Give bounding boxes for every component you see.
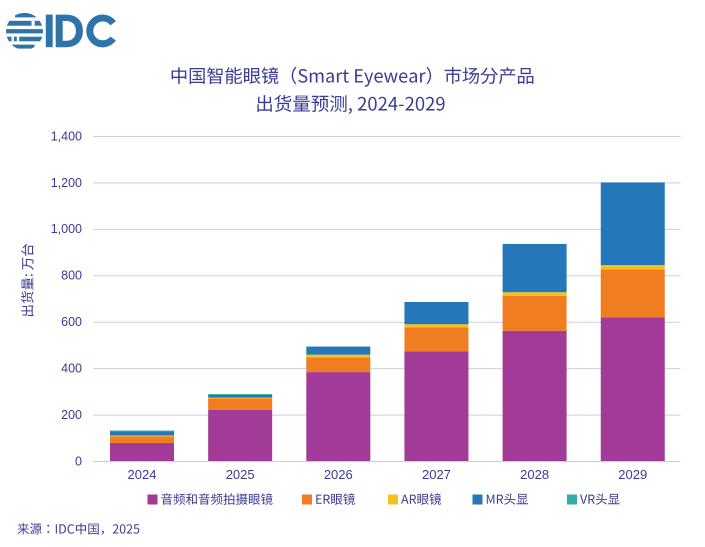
svg-text:800: 800 [61, 269, 82, 283]
svg-text:600: 600 [61, 315, 82, 329]
svg-text:1,000: 1,000 [51, 222, 82, 236]
svg-text:2029: 2029 [618, 467, 647, 482]
svg-text:2024: 2024 [128, 467, 157, 482]
svg-text:1,400: 1,400 [51, 129, 82, 143]
svg-text:200: 200 [61, 408, 82, 422]
svg-text:2028: 2028 [520, 467, 549, 482]
svg-text:2027: 2027 [422, 467, 451, 482]
svg-text:2026: 2026 [324, 467, 353, 482]
svg-text:0: 0 [75, 454, 82, 468]
svg-text:400: 400 [61, 362, 82, 376]
svg-text:2025: 2025 [226, 467, 255, 482]
svg-text:1,200: 1,200 [51, 176, 82, 190]
